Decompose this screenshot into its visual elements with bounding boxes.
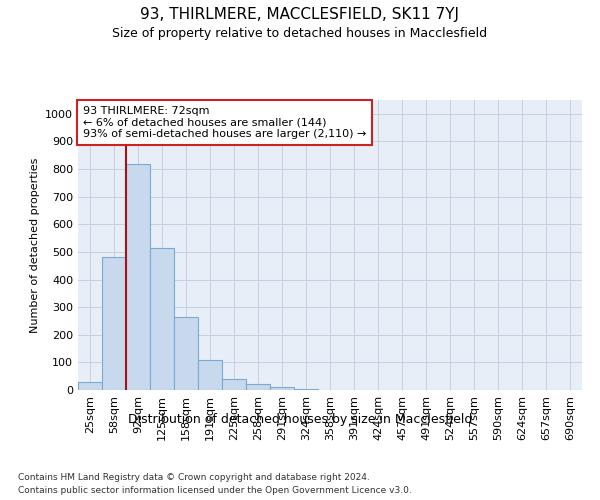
Text: Size of property relative to detached houses in Macclesfield: Size of property relative to detached ho…	[112, 28, 488, 40]
Bar	[222, 379, 246, 390]
Bar	[102, 258, 126, 390]
Bar	[198, 360, 222, 390]
Text: 93, THIRLMERE, MACCLESFIELD, SK11 7YJ: 93, THIRLMERE, MACCLESFIELD, SK11 7YJ	[140, 8, 460, 22]
Text: Contains HM Land Registry data © Crown copyright and database right 2024.: Contains HM Land Registry data © Crown c…	[18, 472, 370, 482]
Bar	[78, 382, 102, 390]
Y-axis label: Number of detached properties: Number of detached properties	[29, 158, 40, 332]
Bar	[246, 384, 270, 390]
Bar	[294, 388, 318, 390]
Bar	[270, 387, 294, 390]
Bar	[174, 317, 198, 390]
Text: Distribution of detached houses by size in Macclesfield: Distribution of detached houses by size …	[128, 412, 472, 426]
Bar	[126, 164, 150, 390]
Bar	[150, 248, 174, 390]
Text: Contains public sector information licensed under the Open Government Licence v3: Contains public sector information licen…	[18, 486, 412, 495]
Text: 93 THIRLMERE: 72sqm
← 6% of detached houses are smaller (144)
93% of semi-detach: 93 THIRLMERE: 72sqm ← 6% of detached hou…	[83, 106, 367, 139]
